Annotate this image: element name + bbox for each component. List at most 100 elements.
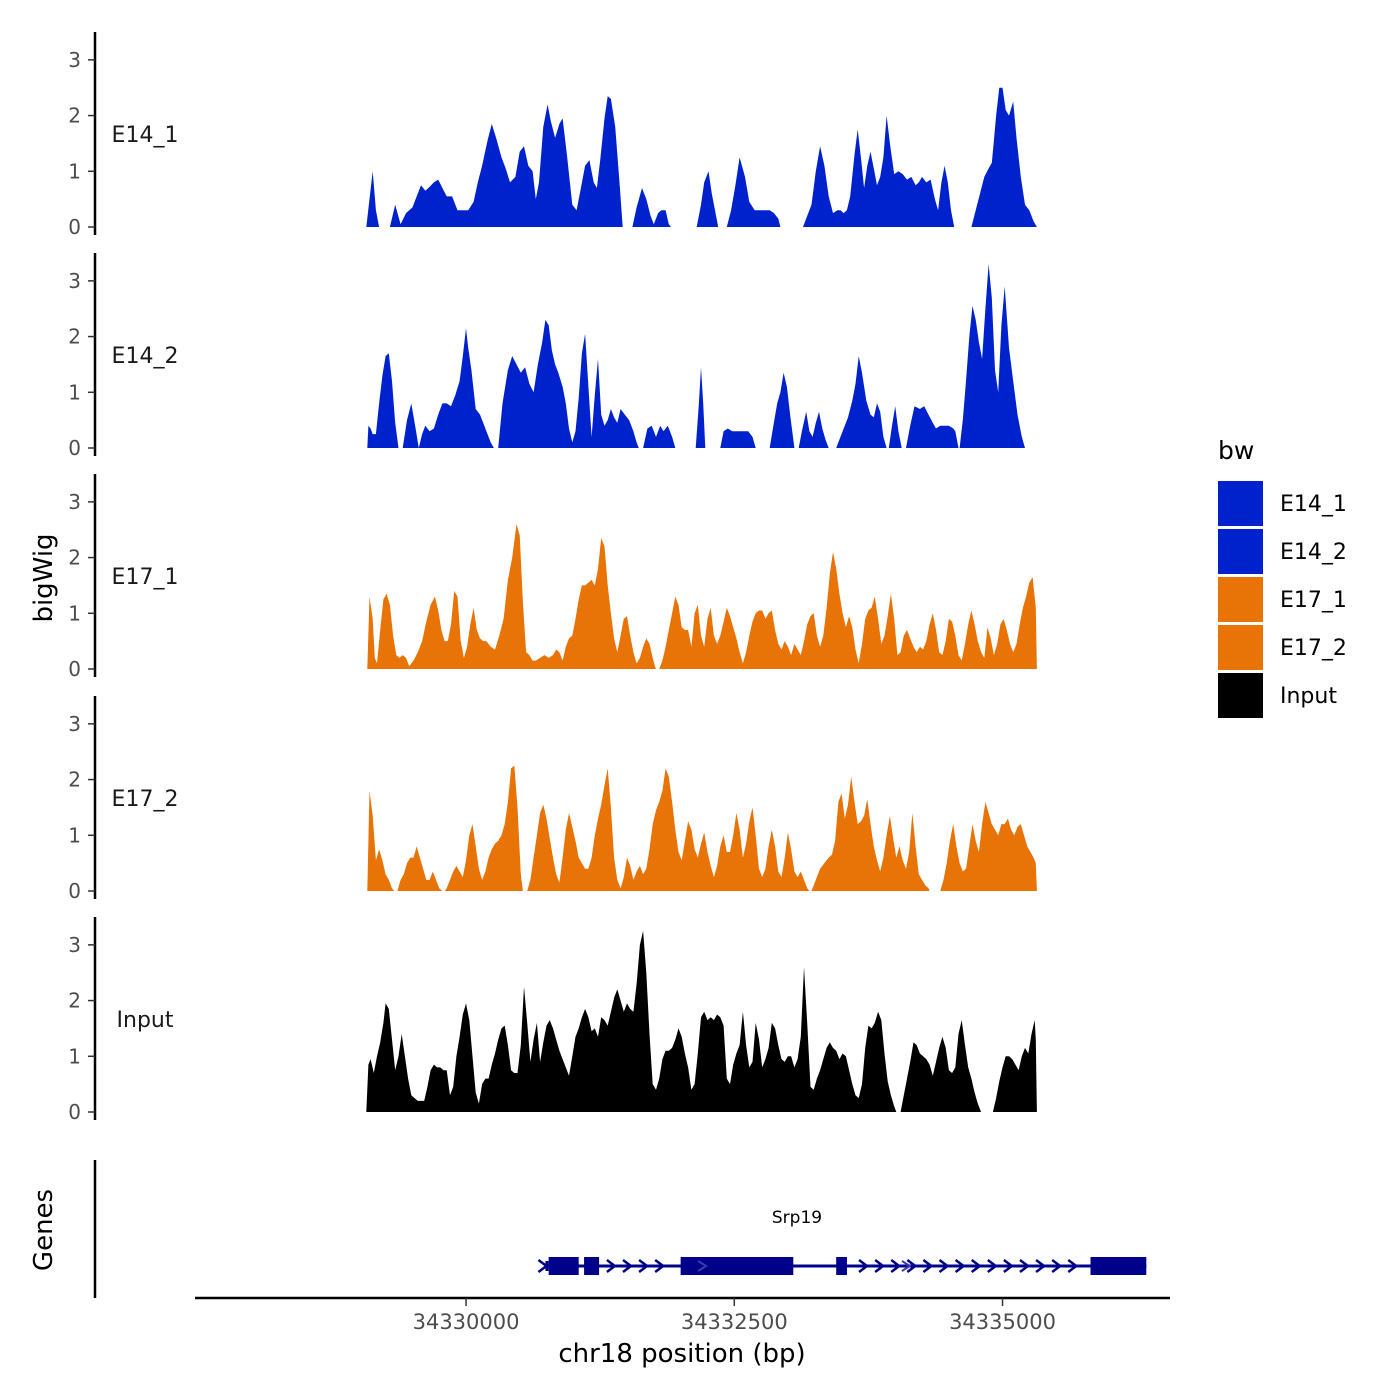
gene-label: Srp19 (772, 1208, 822, 1228)
gene-strand-arrow (654, 1259, 666, 1273)
coverage-area (367, 524, 656, 669)
gene-strand-arrow (1035, 1259, 1047, 1273)
x-tick-label: 34330000 (413, 1310, 520, 1334)
coverage-area (971, 87, 1037, 227)
x-tick-label: 34335000 (949, 1310, 1056, 1334)
gene-strand-arrow (954, 1259, 966, 1273)
coverage-area (769, 372, 795, 448)
coverage-area (906, 406, 959, 448)
gene-exon (1090, 1257, 1147, 1275)
gene-strand-arrow (697, 1260, 708, 1272)
legend-label: E17_2 (1280, 636, 1347, 661)
gene-strand-arrow (1003, 1259, 1014, 1273)
coverage-area (695, 367, 706, 448)
gene-strand-arrow (1067, 1259, 1079, 1273)
gene-strand-arrow (606, 1259, 617, 1273)
coverage-area (527, 768, 810, 891)
coverage-area (397, 846, 443, 891)
track-label: E14_1 (112, 123, 179, 148)
gene-strand-arrow (874, 1259, 886, 1273)
genes-axis-title: Genes (29, 1189, 59, 1271)
gene-strand-arrow (622, 1259, 634, 1273)
y-tick-label: 3 (68, 712, 81, 736)
coverage-area (940, 801, 1037, 891)
gene-strand-arrow (901, 1260, 912, 1272)
gene-strand-arrow (638, 1259, 650, 1273)
coverage-area (366, 930, 897, 1112)
track-e14-2: 0 1 2 3 E14_2 (68, 253, 1025, 460)
coverage-tracks: 0 1 2 3 E14_1 0 1 2 3 E14_2 0 1 2 3 E17_1 0 1 2 3 E17_2 0 1 2 3… (68, 32, 1037, 1124)
legend-label: E17_1 (1280, 588, 1347, 613)
y-tick-label: 1 (68, 1044, 81, 1068)
legend-label: E14_2 (1280, 540, 1347, 565)
legend-swatch (1218, 673, 1263, 718)
x-tick-label: 34332500 (681, 1310, 788, 1334)
gene-strand-arrow (906, 1259, 918, 1273)
y-tick-label: 2 (68, 768, 81, 792)
legend: bw E14_1 E14_2 E17_1 E17_2 Input (1218, 436, 1347, 718)
legend-label: Input (1280, 684, 1337, 709)
gene-strand-arrow (970, 1259, 982, 1273)
y-tick-label: 0 (68, 879, 81, 903)
track-label: Input (117, 1008, 174, 1033)
y-tick-label: 2 (68, 104, 81, 128)
track-label: E14_2 (112, 344, 179, 369)
coverage-area (900, 1020, 982, 1112)
gene-strand-arrow (938, 1259, 950, 1273)
coverage-area (836, 356, 887, 448)
coverage-area (632, 188, 671, 227)
x-axis: 34330000 34332500 34335000 (195, 1296, 1170, 1334)
coverage-area (803, 115, 955, 227)
gene-strand-arrow (922, 1259, 934, 1273)
coverage-area (367, 353, 399, 448)
track-e14-1: 0 1 2 3 E14_1 (68, 32, 1037, 239)
coverage-area (367, 790, 395, 891)
y-tick-label: 3 (68, 490, 81, 514)
gene-strand-arrow (987, 1259, 998, 1273)
y-tick-label: 2 (68, 546, 81, 570)
coverage-area (696, 171, 719, 227)
coverage-area (402, 328, 494, 448)
gene-annotation-panel: Srp19 (93, 1160, 1147, 1298)
y-tick-label: 1 (68, 601, 81, 625)
y-tick-label: 2 (68, 989, 81, 1013)
gene-strand-arrow (537, 1259, 549, 1273)
gene-exon (584, 1257, 600, 1275)
legend-swatch (1218, 481, 1263, 526)
legend-title: bw (1218, 436, 1254, 465)
y-axis-title: bigWig (29, 533, 59, 622)
coverage-area (389, 96, 623, 227)
legend-swatch (1218, 529, 1263, 574)
y-tick-label: 0 (68, 215, 81, 239)
gene-strand-arrow (1051, 1259, 1063, 1273)
y-tick-label: 1 (68, 380, 81, 404)
track-e17-2: 0 1 2 3 E17_2 (68, 696, 1037, 903)
y-tick-label: 0 (68, 657, 81, 681)
legend-label: E14_1 (1280, 492, 1347, 517)
coverage-area (959, 264, 1025, 448)
y-tick-label: 1 (68, 159, 81, 183)
gene-strand-arrow (890, 1259, 902, 1273)
y-tick-label: 2 (68, 325, 81, 349)
gene-exon (836, 1257, 847, 1275)
coverage-area (720, 428, 756, 448)
coverage-area (643, 425, 676, 448)
coverage-area (366, 171, 380, 227)
y-tick-label: 0 (68, 1100, 81, 1124)
y-tick-label: 3 (68, 933, 81, 957)
y-tick-label: 3 (68, 48, 81, 72)
coverage-area (798, 411, 829, 448)
gene-strand-arrow (1019, 1259, 1031, 1273)
track-label: E17_1 (112, 565, 179, 590)
coverage-area (726, 157, 781, 227)
x-axis-title: chr18 position (bp) (558, 1339, 805, 1369)
coverage-area (498, 319, 639, 448)
track-e17-1: 0 1 2 3 E17_1 (68, 474, 1037, 681)
y-tick-label: 1 (68, 823, 81, 847)
coverage-area (659, 552, 1037, 669)
gene-strand-arrow (858, 1259, 870, 1273)
track-label: E17_2 (112, 787, 179, 812)
legend-swatch (1218, 577, 1263, 622)
legend-swatch (1218, 625, 1263, 670)
